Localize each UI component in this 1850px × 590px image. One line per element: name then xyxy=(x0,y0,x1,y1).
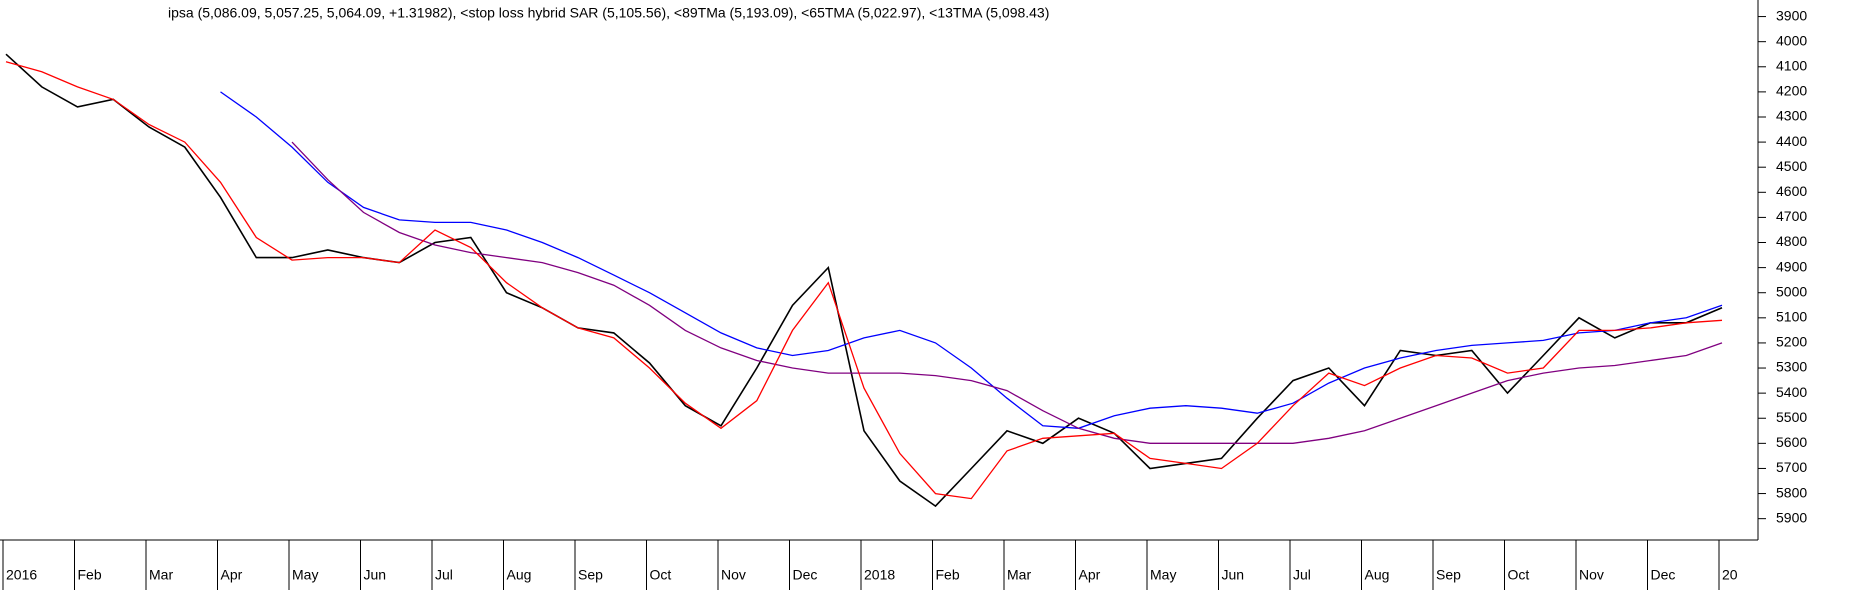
x-tick-label: Aug xyxy=(1365,567,1390,583)
y-tick-label: 4800 xyxy=(1776,233,1807,249)
x-tick-label: Dec xyxy=(1651,567,1676,583)
series-line xyxy=(220,91,1723,429)
y-tick-label: 5500 xyxy=(1776,409,1807,425)
y-tick-label: 4900 xyxy=(1776,258,1807,274)
y-tick-label: 5800 xyxy=(1776,484,1807,500)
y-tick-label: 5000 xyxy=(1776,283,1807,299)
x-tick-label: Nov xyxy=(721,567,746,583)
x-tick-label: Sep xyxy=(578,567,603,583)
y-tick-label: 5300 xyxy=(1776,359,1807,375)
x-tick-label: Apr xyxy=(221,567,243,583)
y-tick-label: 4100 xyxy=(1776,57,1807,73)
x-tick-label: Dec xyxy=(793,567,818,583)
x-tick-label: 2016 xyxy=(6,567,37,583)
x-tick-label: 2018 xyxy=(864,567,895,583)
x-tick-label: Mar xyxy=(149,567,173,583)
y-tick-label: 5700 xyxy=(1776,459,1807,475)
x-tick-label: Feb xyxy=(78,567,102,583)
x-tick-label: May xyxy=(292,567,318,583)
x-tick-label: Apr xyxy=(1079,567,1101,583)
y-tick-label: 5900 xyxy=(1776,509,1807,525)
x-tick-label: Nov xyxy=(1579,567,1604,583)
x-tick-label: 20 xyxy=(1722,567,1738,583)
y-tick-label: 4700 xyxy=(1776,208,1807,224)
y-tick-label: 5200 xyxy=(1776,334,1807,350)
y-tick-label: 5100 xyxy=(1776,309,1807,325)
y-tick-label: 4200 xyxy=(1776,83,1807,99)
y-tick-label: 4600 xyxy=(1776,183,1807,199)
y-tick-label: 5600 xyxy=(1776,434,1807,450)
y-tick-label: 3900 xyxy=(1776,7,1807,23)
x-tick-label: Oct xyxy=(650,567,672,583)
x-tick-label: Sep xyxy=(1436,567,1461,583)
chart-title: ipsa (5,086.09, 5,057.25, 5,064.09, +1.3… xyxy=(168,5,1049,21)
series-line xyxy=(291,141,1723,444)
x-tick-label: Jul xyxy=(435,567,453,583)
x-tick-label: May xyxy=(1150,567,1176,583)
x-tick-label: Mar xyxy=(1007,567,1031,583)
x-tick-label: Aug xyxy=(507,567,532,583)
x-tick-label: Oct xyxy=(1508,567,1530,583)
x-tick-label: Jun xyxy=(364,567,387,583)
x-tick-label: Jul xyxy=(1293,567,1311,583)
y-tick-label: 4300 xyxy=(1776,108,1807,124)
y-tick-label: 4500 xyxy=(1776,158,1807,174)
series-line xyxy=(5,61,1723,500)
y-tick-label: 4000 xyxy=(1776,32,1807,48)
y-tick-label: 4400 xyxy=(1776,133,1807,149)
x-tick-label: Jun xyxy=(1222,567,1245,583)
y-tick-label: 5400 xyxy=(1776,384,1807,400)
x-tick-label: Feb xyxy=(936,567,960,583)
